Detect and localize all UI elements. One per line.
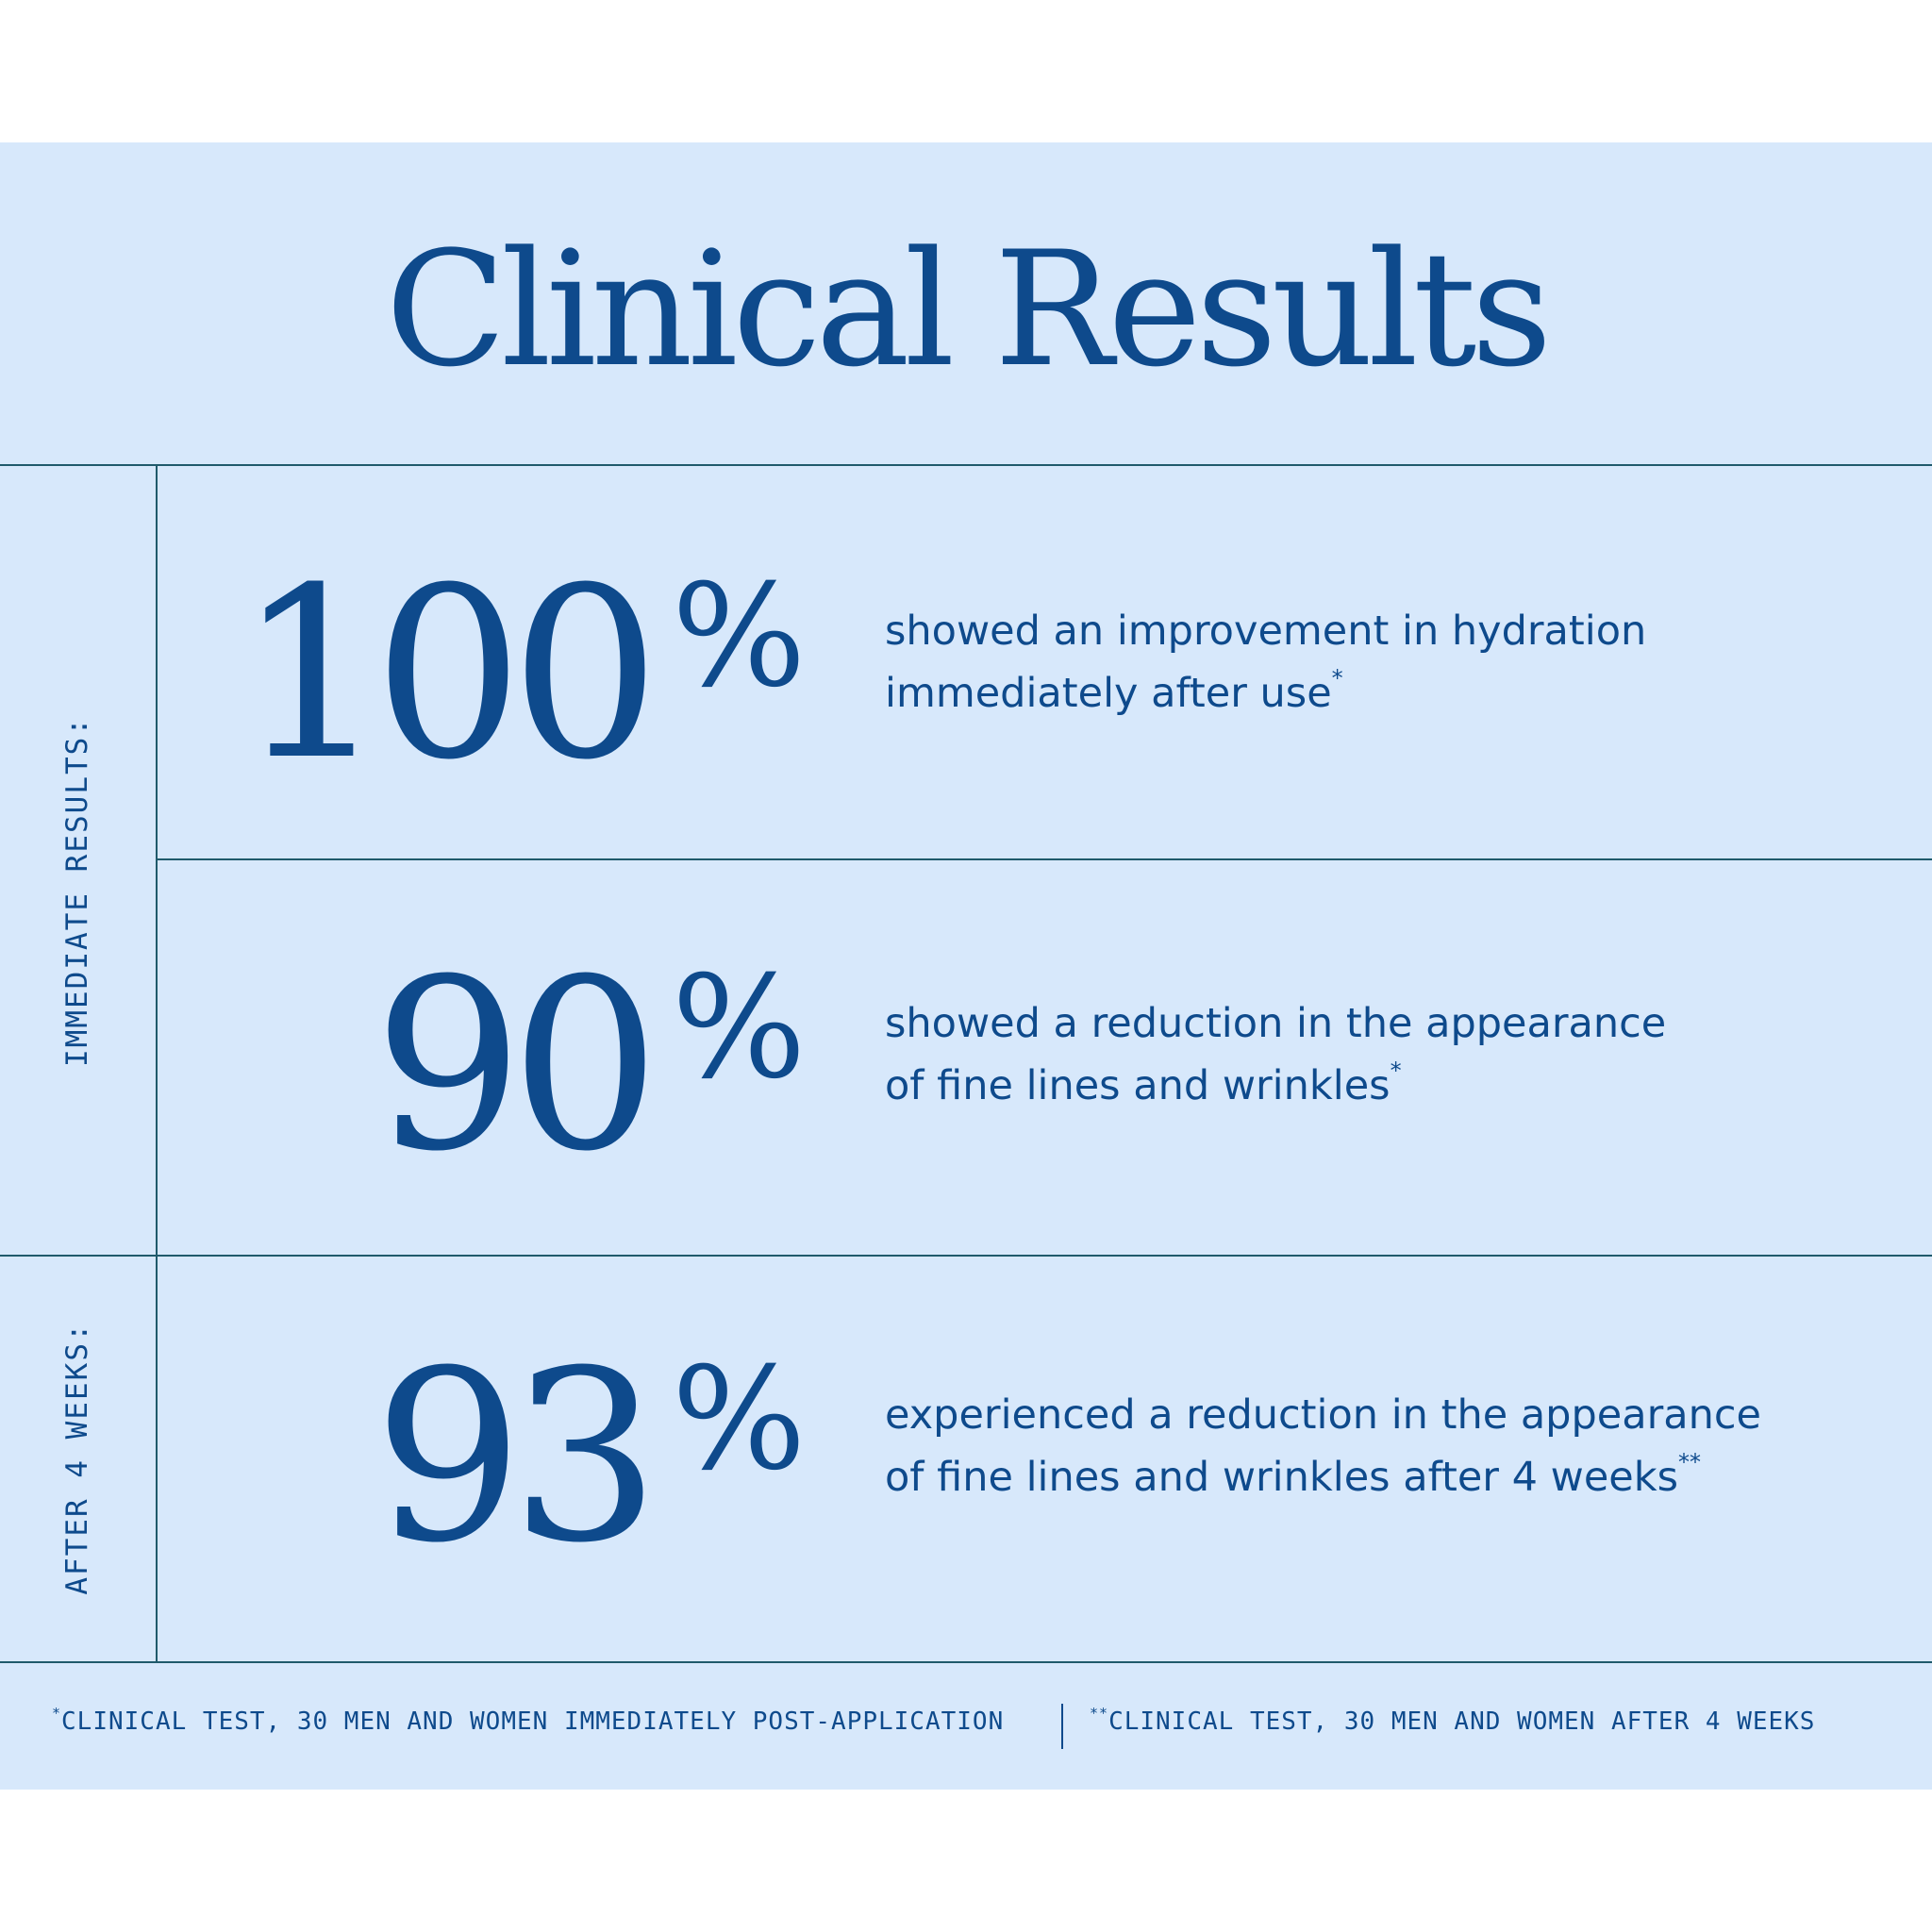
- footnote-immediate: *CLINICAL TEST, 30 MEN AND WOMEN IMMEDIA…: [52, 1705, 1005, 1737]
- stat-description-line: immediately after use: [885, 670, 1332, 717]
- stat-value-hydration: 100: [236, 537, 660, 811]
- footnote-text: CLINICAL TEST, 30 MEN AND WOMEN AFTER 4 …: [1108, 1707, 1816, 1736]
- stat-percent-sign: %: [672, 1338, 807, 1502]
- footnote-text: CLINICAL TEST, 30 MEN AND WOMEN IMMEDIAT…: [61, 1707, 1005, 1736]
- stat-value-4-weeks: 93: [373, 1320, 660, 1594]
- stat-description-line: experienced a reduction in the appearanc…: [885, 1391, 1761, 1439]
- stat-description-line: of fine lines and wrinkles after 4 weeks: [885, 1454, 1679, 1501]
- results-panel: [0, 142, 1932, 1790]
- section-label-immediate: IMMEDIATE RESULTS:: [60, 716, 94, 1067]
- footnote-4-weeks: **CLINICAL TEST, 30 MEN AND WOMEN AFTER …: [1090, 1705, 1816, 1737]
- footnote-marker: **: [1678, 1449, 1702, 1475]
- stat-description-4-weeks: experienced a reduction in the appearanc…: [885, 1384, 1885, 1508]
- page-title: Clinical Results: [385, 217, 1552, 402]
- footnote-marker: **: [1090, 1705, 1109, 1722]
- stat-description-line: showed a reduction in the appearance: [885, 1000, 1667, 1047]
- stat-description-hydration: showed an improvement in hydration immed…: [885, 600, 1885, 724]
- footnote-marker: *: [52, 1705, 62, 1722]
- divider-top: [0, 464, 1932, 466]
- section-label-after-4-weeks: AFTER 4 WEEKS:: [60, 1322, 94, 1595]
- stat-description-line: showed an improvement in hydration: [885, 608, 1647, 655]
- stat-percent-sign: %: [672, 946, 807, 1110]
- footnote-marker: *: [1390, 1058, 1402, 1084]
- footnote-divider: [1061, 1704, 1063, 1749]
- stat-description-fine-lines: showed a reduction in the appearance of …: [885, 992, 1885, 1117]
- stat-percent-sign: %: [672, 555, 807, 719]
- divider-section: [0, 1255, 1932, 1257]
- footnote-marker: *: [1331, 665, 1343, 691]
- divider-bottom: [0, 1661, 1932, 1663]
- divider-stat-1: [157, 858, 1932, 860]
- stat-value-fine-lines: 90: [373, 928, 660, 1203]
- stat-description-line: of fine lines and wrinkles: [885, 1062, 1391, 1109]
- side-column-divider: [156, 464, 158, 1662]
